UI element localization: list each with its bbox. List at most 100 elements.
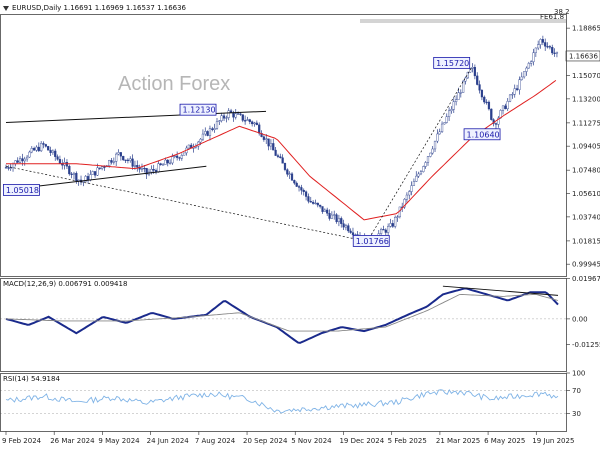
- trendline-upper: [5, 110, 267, 124]
- candle-body: [555, 51, 559, 54]
- rsi-title: RSI(14) 54.9184: [3, 375, 60, 383]
- candle-body: [269, 143, 273, 147]
- candle-body: [208, 128, 212, 136]
- candle-body: [523, 71, 526, 78]
- candle-body: [246, 119, 249, 121]
- candle-body: [218, 120, 221, 122]
- level-box: [433, 56, 471, 69]
- dropdown-triangle-icon[interactable]: [3, 5, 9, 11]
- candle-body: [49, 149, 52, 153]
- candle-body: [265, 138, 268, 140]
- price-tick-label: 0.99945: [572, 261, 600, 269]
- candle-body: [328, 213, 331, 219]
- candle-body: [215, 121, 219, 129]
- candle-body: [389, 223, 392, 227]
- candle-body: [433, 140, 437, 150]
- candle-body: [469, 68, 472, 73]
- candle-body: [337, 218, 341, 223]
- candle-body: [9, 167, 12, 169]
- candle-body: [42, 143, 45, 145]
- candle-body: [508, 94, 512, 102]
- candle-body: [504, 105, 507, 110]
- candle-body: [534, 47, 537, 53]
- x-tick-label: 20 Sep 2024: [243, 437, 288, 445]
- candle-body: [140, 167, 144, 170]
- candle-body: [65, 162, 69, 167]
- macd-title: MACD(12,26,9) 0.006791 0.009418: [3, 280, 128, 288]
- candle-body: [316, 202, 319, 206]
- candle-body: [302, 190, 305, 192]
- candle-body: [412, 181, 416, 186]
- candle-body: [253, 122, 256, 125]
- price-panel: 1.18865 1.15070 1.13200 1.11275 1.09405 1.074…: [3, 8, 600, 269]
- candle-body: [220, 115, 223, 121]
- candle-body: [18, 158, 22, 163]
- candle-body: [91, 171, 94, 175]
- rsi-tick-label: 70: [572, 387, 581, 395]
- candle-body: [82, 181, 85, 183]
- candle-body: [248, 119, 251, 122]
- candle-body: [234, 113, 237, 118]
- candle-body: [241, 114, 244, 121]
- candle-body: [431, 148, 434, 154]
- candle-body: [459, 92, 462, 94]
- candle-body: [122, 155, 125, 161]
- candle-body: [152, 169, 155, 171]
- candle-body: [33, 148, 36, 151]
- candle-body: [485, 101, 488, 104]
- candle-body: [527, 63, 530, 69]
- candle-body: [54, 150, 57, 157]
- candle-body: [452, 101, 455, 110]
- candle-body: [506, 101, 509, 110]
- candle-body: [206, 131, 209, 136]
- candle-body: [351, 232, 355, 236]
- fib-label-618: FE61.8: [540, 13, 564, 21]
- candle-body: [101, 166, 104, 169]
- candle-body: [159, 163, 162, 165]
- candle-body: [115, 153, 118, 162]
- candle-body: [464, 77, 467, 82]
- candle-body: [145, 168, 148, 175]
- x-tick-label: 5 Feb 2025: [388, 437, 427, 445]
- candle-body: [546, 46, 549, 48]
- candle-body: [222, 115, 226, 119]
- candle-body: [236, 113, 240, 115]
- candle-body: [382, 229, 385, 231]
- candle-body: [255, 122, 258, 126]
- candle-body: [35, 146, 38, 151]
- candle-body: [483, 96, 486, 103]
- x-tick-label: 7 Aug 2024: [195, 437, 236, 445]
- candle-body: [244, 120, 247, 122]
- candle-body: [541, 39, 544, 43]
- macd-frame: [0, 278, 567, 372]
- candle-body: [262, 136, 265, 140]
- candle-body: [16, 160, 19, 163]
- candle-body: [394, 217, 397, 227]
- candle-body: [72, 172, 76, 175]
- candle-body: [396, 216, 399, 218]
- level-label: 1.05018: [6, 186, 39, 195]
- candle-body: [422, 166, 425, 172]
- candle-body: [537, 44, 540, 49]
- candle-body: [387, 226, 390, 233]
- candle-body: [312, 201, 315, 204]
- candle-body: [426, 156, 430, 163]
- candle-body: [227, 110, 230, 118]
- candle-body: [119, 152, 122, 157]
- candle-body: [157, 163, 160, 173]
- candle-body: [443, 122, 446, 125]
- candle-body: [239, 113, 242, 115]
- current-price-label: 1.16636: [569, 52, 598, 60]
- candle-body: [11, 163, 15, 168]
- price-tick-label: 1.01815: [572, 237, 600, 245]
- candle-body: [487, 101, 491, 110]
- candle-body: [37, 146, 40, 152]
- candle-body: [183, 152, 186, 156]
- candle-body: [110, 160, 113, 163]
- candle-body: [136, 165, 139, 168]
- candle-body: [28, 151, 31, 158]
- x-tick-label: 9 May 2024: [98, 437, 140, 445]
- candle-body: [513, 88, 516, 95]
- candle-body: [84, 176, 87, 182]
- candle-body: [279, 156, 282, 158]
